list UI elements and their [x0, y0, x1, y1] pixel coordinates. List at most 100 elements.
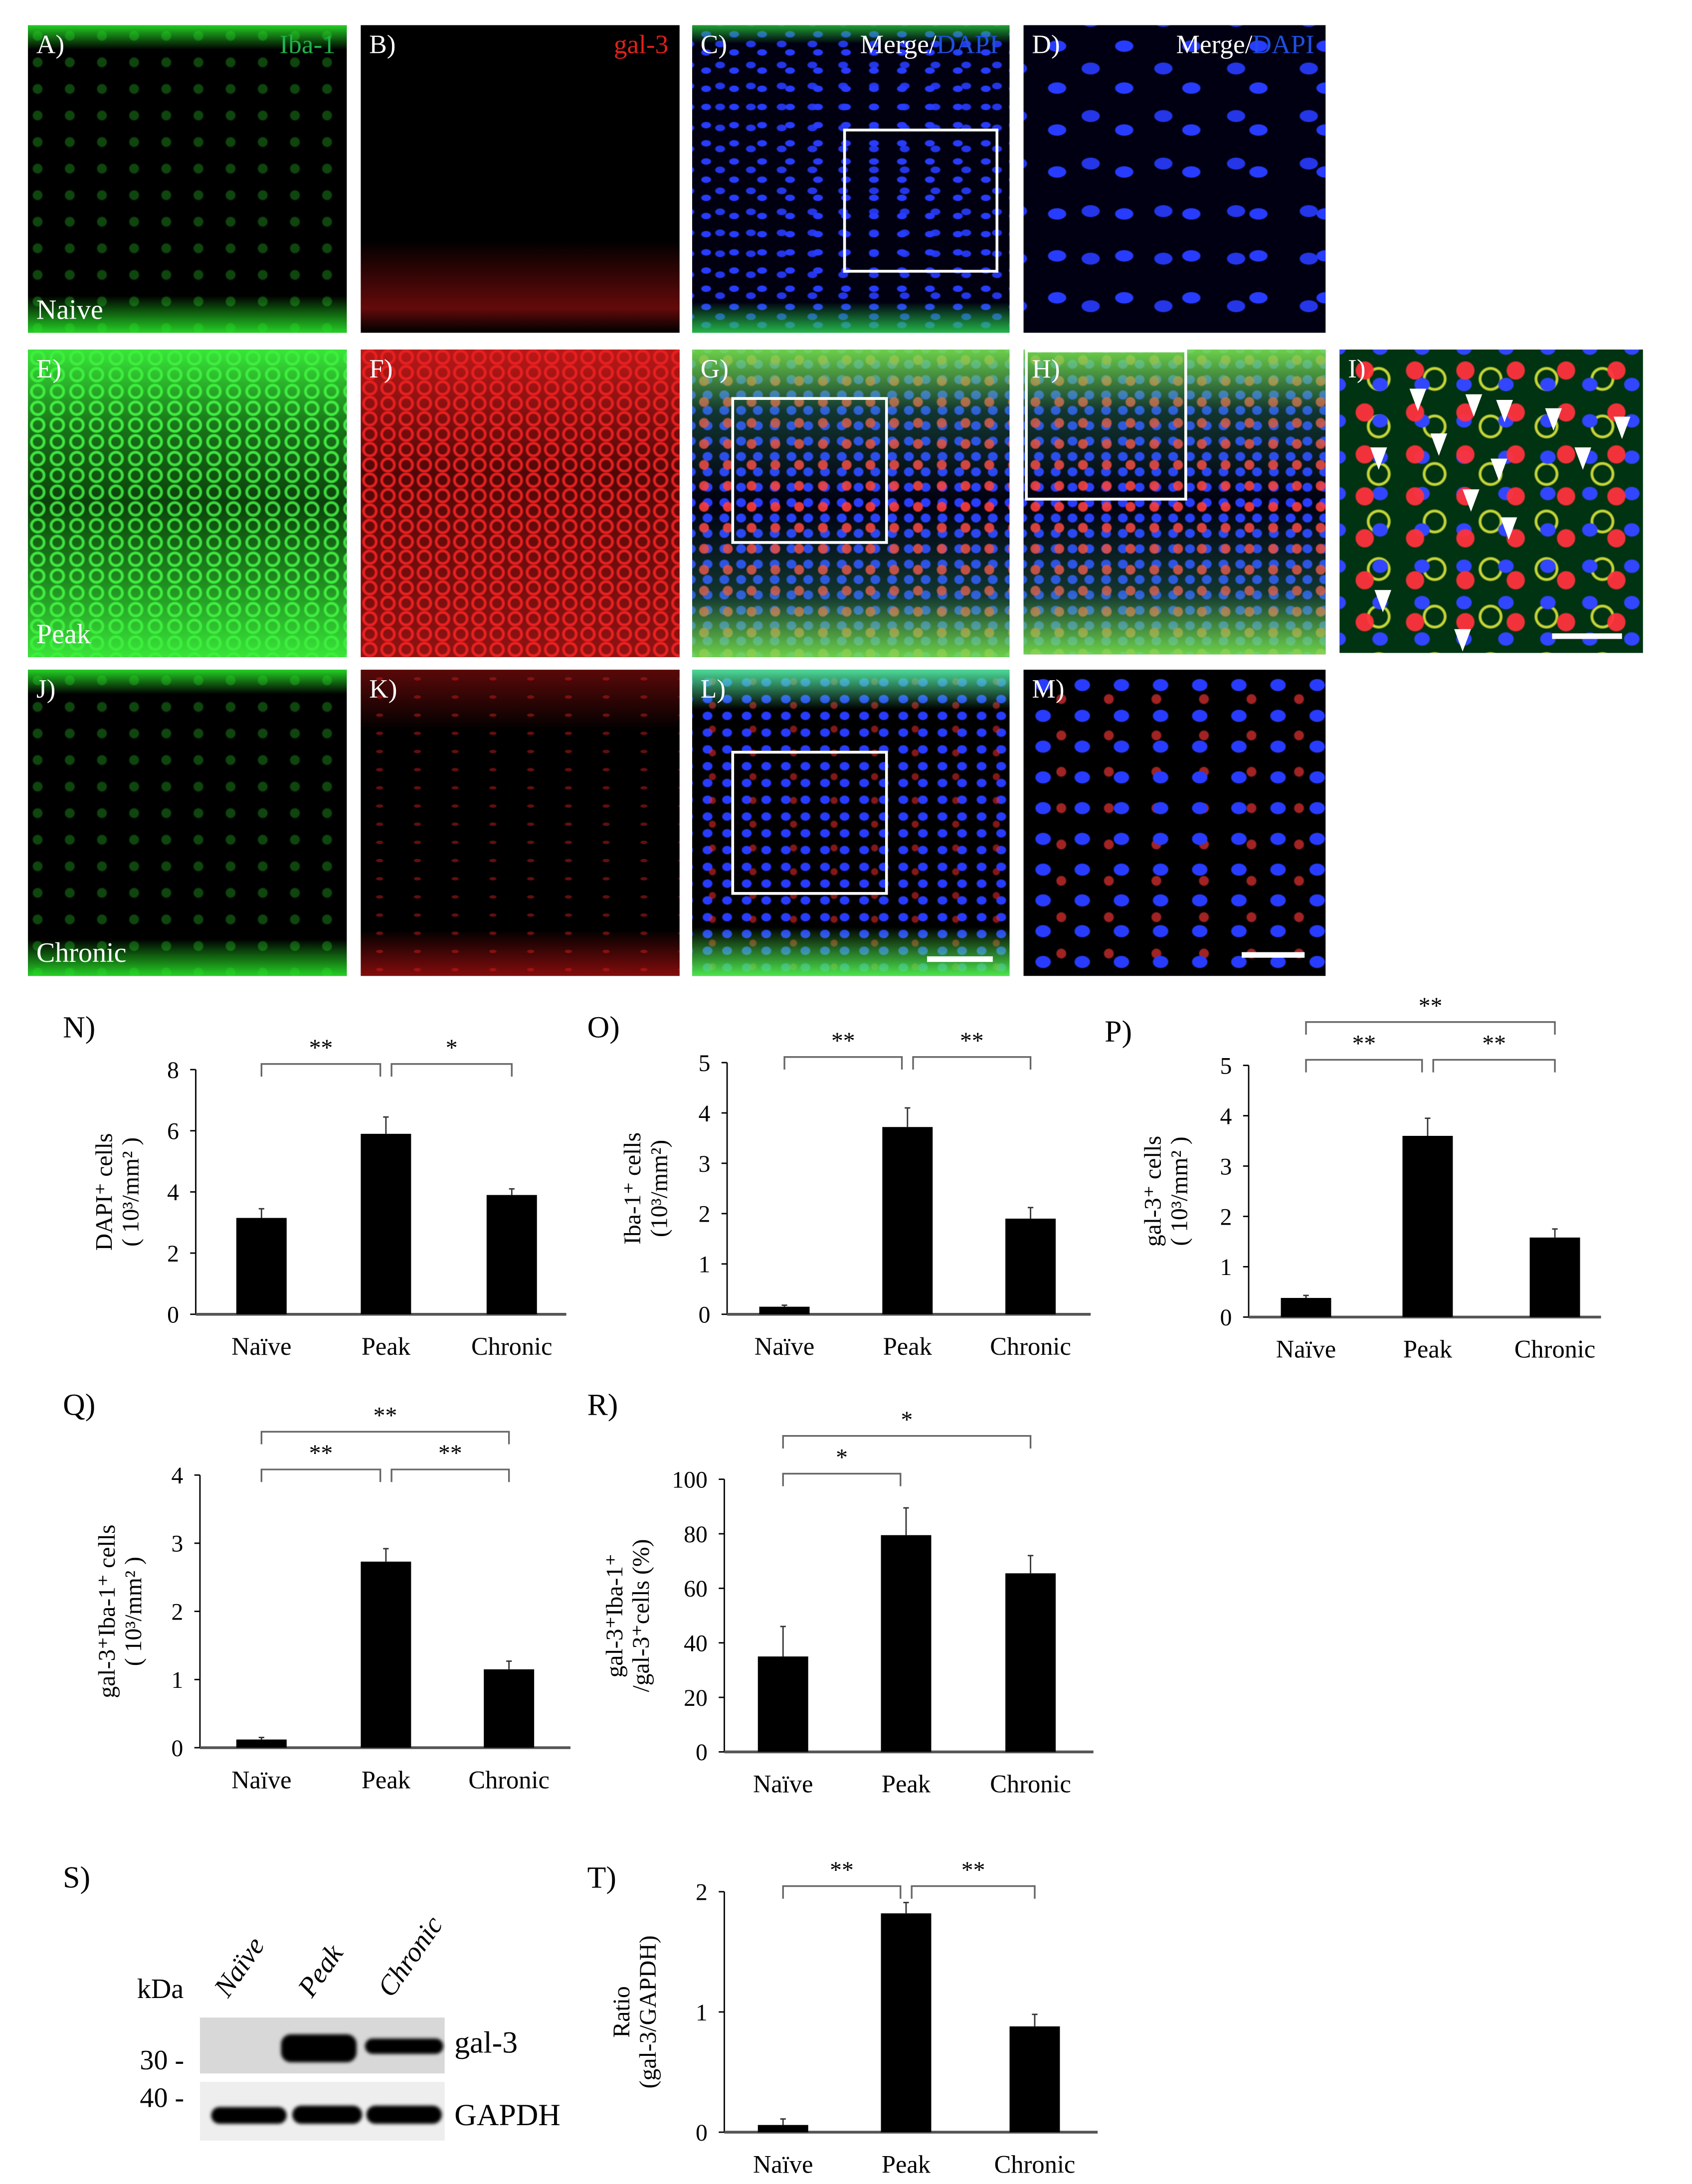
band-gapdh-peak: [292, 2105, 363, 2124]
significance-label: *: [836, 1445, 848, 1471]
significance-bracket: [1305, 1059, 1423, 1073]
significance-bracket: [260, 1431, 510, 1445]
significance-label: **: [309, 1441, 333, 1466]
x-tick-label: Chronic: [1514, 1335, 1596, 1363]
significance-label: **: [1352, 1031, 1376, 1057]
significance-bracket: [782, 1435, 1032, 1449]
micrograph-e: E) Peak: [28, 350, 347, 657]
chart-r: R) 0 20 40 60 80 100 gal-3⁺Iba-1⁺/gal-3⁺cells (…: [587, 1388, 1094, 1798]
inset-box: [1025, 350, 1187, 501]
x-tick-label: Peak: [883, 1332, 933, 1360]
y-tick-label: 1: [696, 2000, 708, 2026]
panel-label: G): [700, 355, 729, 385]
y-tick-label: 100: [672, 1467, 707, 1493]
y-tick-label: 0: [1220, 1305, 1232, 1331]
panel-label: T): [587, 1860, 616, 1894]
scale-bar: [1552, 633, 1622, 639]
y-axis-label: gal-3⁺Iba-1⁺/gal-3⁺cells (%): [602, 1539, 654, 1692]
y-axis-label-line: (gal-3/GAPDH): [635, 1935, 661, 2088]
significance-bracket: [390, 1063, 513, 1077]
x-tick-label: Chronic: [994, 2150, 1076, 2178]
arrowhead-icon: [1374, 590, 1391, 613]
x-tick-label: Naïve: [753, 2150, 813, 2178]
micrograph-m: M): [1023, 670, 1326, 976]
significance-bracket: [390, 1468, 510, 1482]
y-tick-label: 2: [167, 1241, 179, 1267]
bar-chronic: [1005, 1218, 1056, 1314]
y-axis-label: DAPI⁺ cells( 10³/mm² ): [91, 1133, 144, 1251]
arrowhead-icon: [1574, 447, 1591, 470]
bar-chronic: [486, 1195, 537, 1314]
y-axis-label-line: ( 10³/mm² ): [121, 1557, 147, 1666]
panel-label: F): [369, 355, 393, 385]
y-axis-label: gal-3⁺Iba-1⁺ cells( 10³/mm² ): [94, 1525, 147, 1698]
y-tick-label: 6: [167, 1119, 179, 1145]
arrowhead-icon: [1500, 517, 1517, 540]
stain-merge: Merge/: [1176, 30, 1253, 60]
y-tick-label: 4: [699, 1101, 711, 1127]
x-tick-label: Chronic: [990, 1332, 1071, 1360]
y-axis-label-line: gal-3⁺Iba-1⁺: [602, 1554, 628, 1678]
y-tick-label: 2: [171, 1599, 183, 1625]
significance-label: *: [446, 1035, 458, 1061]
arrowhead-icon: [1430, 433, 1448, 456]
significance-bracket: [783, 1056, 903, 1070]
bar-chronic: [1009, 2026, 1060, 2133]
panel-label: H): [1032, 355, 1060, 385]
condition-label-naive: Naive: [36, 295, 103, 326]
band-gal3-chronic: [365, 2038, 443, 2054]
bar-naive: [236, 1218, 287, 1314]
significance-bracket: [260, 1468, 381, 1482]
inset-box: [731, 397, 888, 544]
bar-naive: [1281, 1298, 1331, 1317]
micrograph-h: H): [1023, 350, 1326, 655]
band-label-gal3: gal-3: [454, 2024, 518, 2060]
blot-gal3: [199, 2017, 445, 2074]
arrowhead-icon: [1613, 416, 1631, 439]
significance-bracket: [782, 1472, 902, 1486]
significance-bracket: [1305, 1021, 1556, 1035]
y-tick-label: 0: [696, 2120, 708, 2146]
y-axis-label-line: DAPI⁺ cells: [91, 1133, 117, 1251]
x-tick-label: Chronic: [471, 1332, 553, 1360]
bar-peak: [881, 1913, 932, 2133]
significance-label: *: [901, 1407, 913, 1433]
y-tick-label: 1: [1220, 1255, 1232, 1280]
y-tick-label: 5: [699, 1051, 711, 1077]
band-label-gapdh: GAPDH: [454, 2097, 561, 2133]
inset-box: [843, 128, 999, 273]
band-gapdh-chronic: [366, 2105, 442, 2124]
arrowhead-icon: [1545, 408, 1562, 431]
x-tick-label: Peak: [362, 1332, 411, 1360]
bar-peak: [882, 1127, 933, 1314]
micrograph-b: B) gal-3: [361, 25, 680, 333]
stain-label-merge-dapi: Merge/DAPI: [1176, 31, 1315, 62]
y-tick-label: 2: [696, 1880, 708, 1906]
significance-label: **: [1419, 993, 1443, 1019]
micrograph-f: F): [361, 350, 680, 657]
y-tick-label: 4: [167, 1180, 179, 1206]
y-tick-label: 5: [1220, 1053, 1232, 1079]
chart-n: N) 0 2 4 6 8 DAPI⁺ cells( 10³/mm² ) Naïve Peak Ch…: [63, 1011, 566, 1360]
arrowhead-icon: [1465, 394, 1483, 417]
panel-label: M): [1032, 675, 1065, 705]
panel-label: N): [63, 1011, 95, 1045]
kda-label: kDa: [137, 1974, 184, 2005]
y-tick-label: 20: [684, 1685, 708, 1711]
micrograph-c: C) Merge/DAPI: [692, 25, 1010, 333]
panel-label: L): [700, 675, 726, 705]
bar-naive: [759, 1306, 810, 1314]
y-tick-label: 40: [684, 1631, 708, 1657]
x-tick-label: Peak: [882, 2150, 931, 2178]
y-tick-label: 4: [1220, 1103, 1232, 1129]
significance-label: **: [961, 1857, 985, 1883]
bar-naive: [236, 1739, 287, 1748]
bar-peak: [881, 1535, 932, 1752]
x-tick-label: Naïve: [231, 1332, 292, 1360]
significance-label: **: [1482, 1031, 1506, 1057]
bar-naive: [757, 1656, 808, 1752]
micrograph-a: A) Iba-1 Naive: [28, 25, 347, 333]
significance-label: **: [374, 1403, 397, 1429]
y-tick-label: 3: [699, 1151, 711, 1177]
bar-peak: [361, 1561, 411, 1748]
